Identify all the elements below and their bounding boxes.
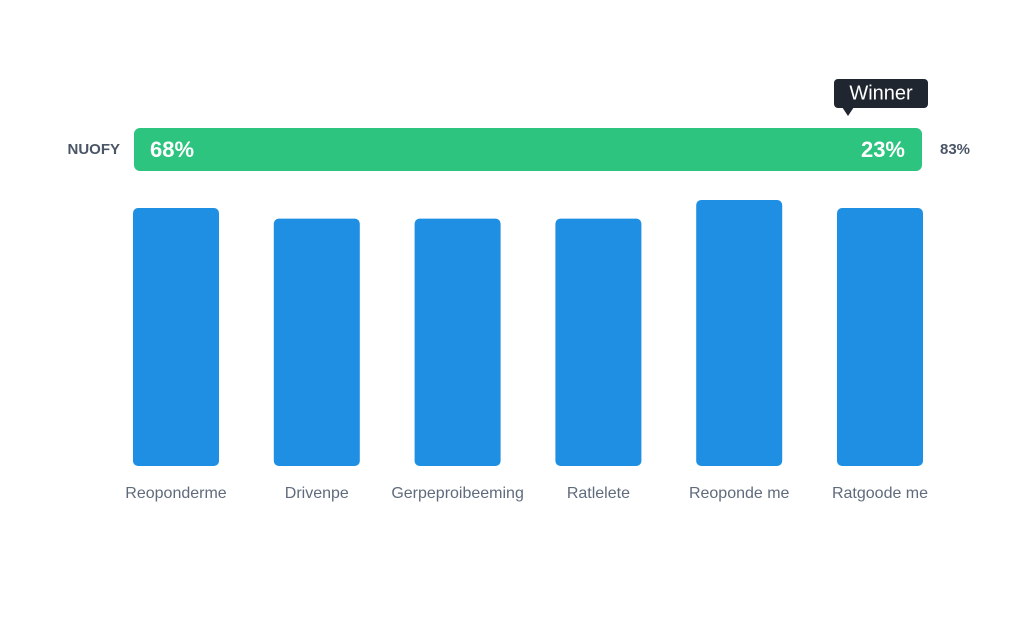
x-tick-label: Gerpeproibeeming xyxy=(391,485,524,502)
bar xyxy=(273,218,360,466)
badge-text: Winner xyxy=(849,82,913,104)
bar xyxy=(696,200,783,466)
progress-bar xyxy=(134,128,922,171)
x-tick-label: Ratlelete xyxy=(567,485,630,502)
bar xyxy=(414,218,501,466)
x-tick-label: Reoponde me xyxy=(689,485,790,502)
badge-box xyxy=(834,79,928,108)
left-value-label: 68% xyxy=(150,137,194,162)
right-value-label: 23% xyxy=(861,137,905,162)
outside-label: 83% xyxy=(940,141,970,158)
badge-pointer xyxy=(842,107,854,116)
bar xyxy=(133,207,219,467)
badge: Winner xyxy=(834,79,928,116)
bar xyxy=(837,207,923,467)
left-label: NUOFY xyxy=(68,141,121,158)
x-tick-label: Drivenpe xyxy=(285,485,349,502)
x-tick-label: Reoponderme xyxy=(125,485,227,502)
x-tick-label: Ratgoode me xyxy=(832,485,928,502)
bar xyxy=(555,218,642,466)
